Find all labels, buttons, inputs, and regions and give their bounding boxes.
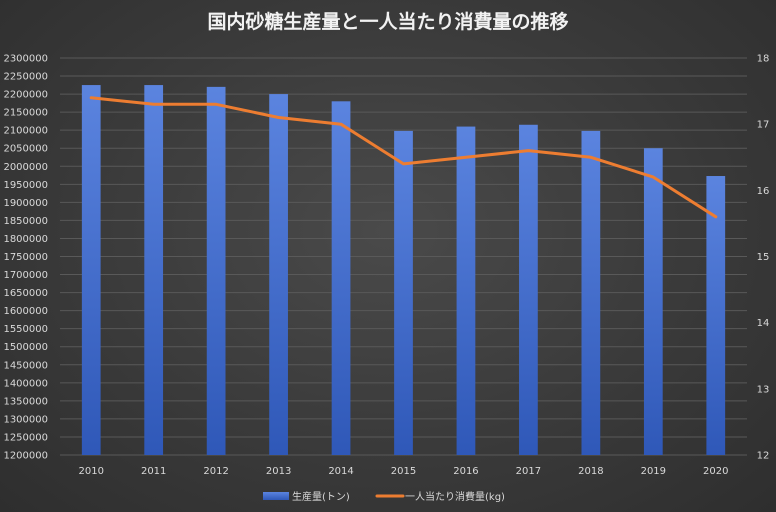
left-tick-label: 1200000: [3, 451, 48, 462]
bar: [643, 148, 663, 455]
legend-swatch-production: [263, 492, 289, 500]
legend-label-consumption: 一人当たり消費量(kg): [405, 490, 505, 503]
left-tick-label: 2250000: [3, 72, 48, 83]
bar-series: [81, 85, 726, 456]
bar: [706, 176, 726, 455]
chart-title: 国内砂糖生産量と一人当たり消費量の推移: [207, 10, 568, 33]
left-tick-label: 2200000: [3, 90, 48, 101]
bar: [81, 85, 101, 456]
consumption-line: [89, 96, 718, 219]
left-tick-label: 1600000: [3, 306, 48, 317]
x-tick-label: 2016: [453, 466, 478, 477]
left-tick-label: 1550000: [3, 324, 48, 335]
left-tick-label: 1450000: [3, 360, 48, 371]
x-tick-label: 2019: [641, 466, 666, 477]
right-axis: 18 17 16 15 14 13 12: [757, 54, 770, 462]
legend: 生産量(トン) 一人当たり消費量(kg): [263, 490, 505, 503]
x-tick-label: 2017: [516, 466, 541, 477]
left-tick-label: 1400000: [3, 378, 48, 389]
x-axis: 2010 2011 2012 2013 2014 2015 2016 2017 2018 2019…: [79, 466, 729, 477]
left-tick-label: 1650000: [3, 288, 48, 299]
x-tick-label: 2014: [328, 466, 353, 477]
left-tick-label: 1850000: [3, 216, 48, 227]
right-tick-label: 15: [757, 252, 770, 263]
left-tick-label: 1900000: [3, 198, 48, 209]
bar: [581, 130, 601, 456]
left-tick-label: 1950000: [3, 180, 48, 191]
x-tick-label: 2011: [141, 466, 166, 477]
x-tick-label: 2018: [578, 466, 603, 477]
legend-label-production: 生産量(トン): [292, 490, 350, 503]
right-tick-label: 12: [757, 451, 770, 462]
left-tick-label: 2050000: [3, 144, 48, 155]
bar: [519, 124, 538, 455]
right-tick-label: 18: [757, 54, 770, 65]
bar: [269, 94, 288, 455]
bar: [206, 86, 226, 455]
left-tick-label: 1750000: [3, 252, 48, 263]
left-tick-label: 1500000: [3, 342, 48, 353]
x-tick-label: 2015: [391, 466, 416, 477]
right-tick-label: 16: [757, 186, 770, 197]
left-tick-label: 1800000: [3, 234, 48, 245]
left-tick-label: 1300000: [3, 414, 48, 425]
bar: [456, 126, 476, 455]
left-tick-label: 2150000: [3, 108, 48, 119]
left-axis: 2300000 2250000 2200000 2150000 2100000 20500…: [3, 54, 48, 462]
x-tick-label: 2012: [203, 466, 228, 477]
bar: [331, 101, 351, 456]
left-tick-label: 1250000: [3, 432, 48, 443]
x-tick-label: 2020: [703, 466, 728, 477]
left-tick-label: 1350000: [3, 396, 48, 407]
right-tick-label: 17: [757, 120, 770, 131]
right-tick-label: 14: [757, 318, 770, 329]
left-tick-label: 1700000: [3, 270, 48, 281]
line-series: [89, 96, 718, 219]
x-tick-label: 2013: [266, 466, 291, 477]
right-tick-label: 13: [757, 384, 770, 395]
bar: [144, 85, 164, 456]
left-tick-label: 2100000: [3, 126, 48, 137]
left-tick-label: 2300000: [3, 54, 48, 65]
left-tick-label: 2000000: [3, 162, 48, 173]
bar: [394, 130, 413, 456]
x-tick-label: 2010: [79, 466, 104, 477]
